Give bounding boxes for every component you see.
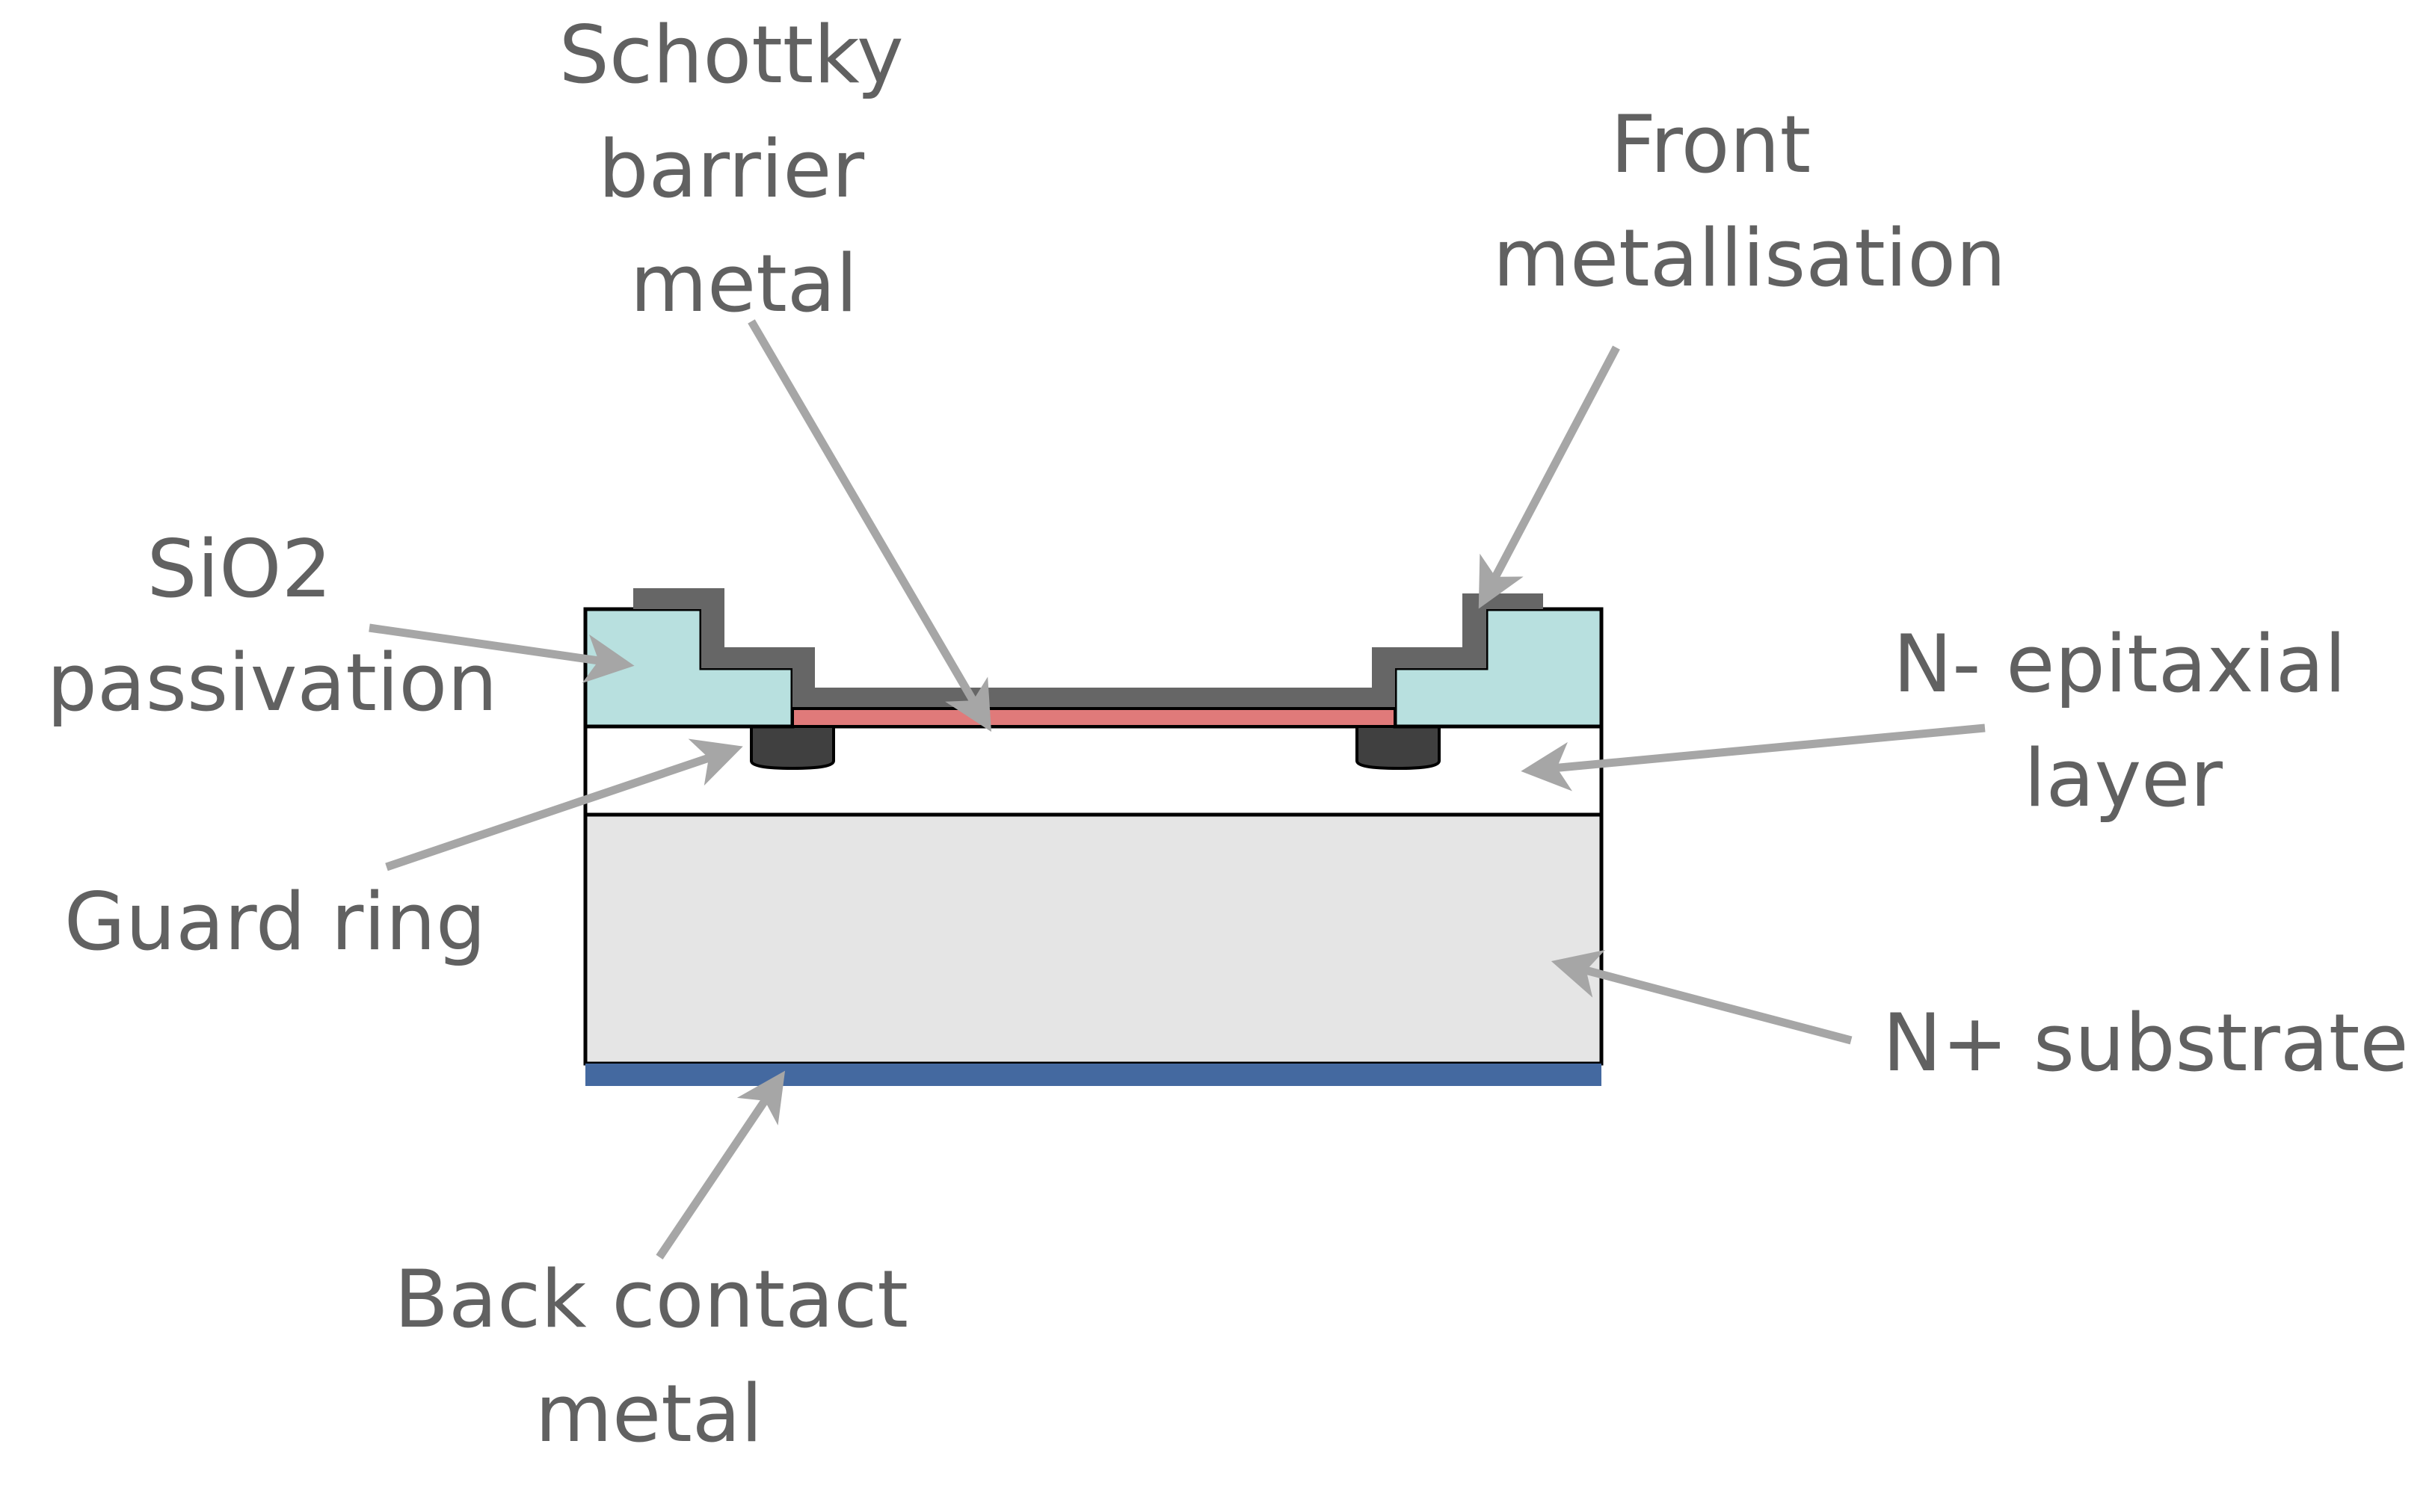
arrow-n-plus-substrate: [1551, 949, 1853, 1045]
front-metallisation-label: Front metallisation: [1493, 99, 2007, 304]
guard-ring-left: [750, 725, 835, 771]
back-contact-metal-label: Back contact metal: [394, 1253, 933, 1460]
guard-ring-label: Guard ring: [64, 876, 486, 968]
arrow-schottky-barrier-metal: [748, 319, 991, 732]
n-epitaxial-layer-label: N- epitaxial layer: [1893, 618, 2371, 824]
n-plus-substrate-layer: [583, 812, 1604, 1066]
front-metallisation-layer: [633, 588, 1543, 709]
sio2-passivation-label: SiO2 passivation: [47, 523, 498, 729]
n-minus-epitaxial-layer: [583, 724, 1604, 817]
schottky-barrier-metal-layer: [791, 707, 1397, 728]
n-plus-substrate-label: N+ substrate: [1883, 997, 2409, 1089]
arrow-back-contact-metal: [656, 1070, 786, 1260]
arrow-front-metallisation: [1478, 345, 1620, 609]
schottky-barrier-metal-label: Schottky barrier metal: [559, 9, 929, 330]
guard-ring-right: [1355, 725, 1441, 771]
leader-arrows: [369, 319, 1986, 1260]
arrow-n-epitaxial-layer: [1521, 723, 1986, 792]
arrow-sio2-passivation: [369, 623, 635, 684]
back-contact-metal-layer: [585, 1064, 1601, 1086]
arrow-guard-ring: [385, 738, 743, 871]
